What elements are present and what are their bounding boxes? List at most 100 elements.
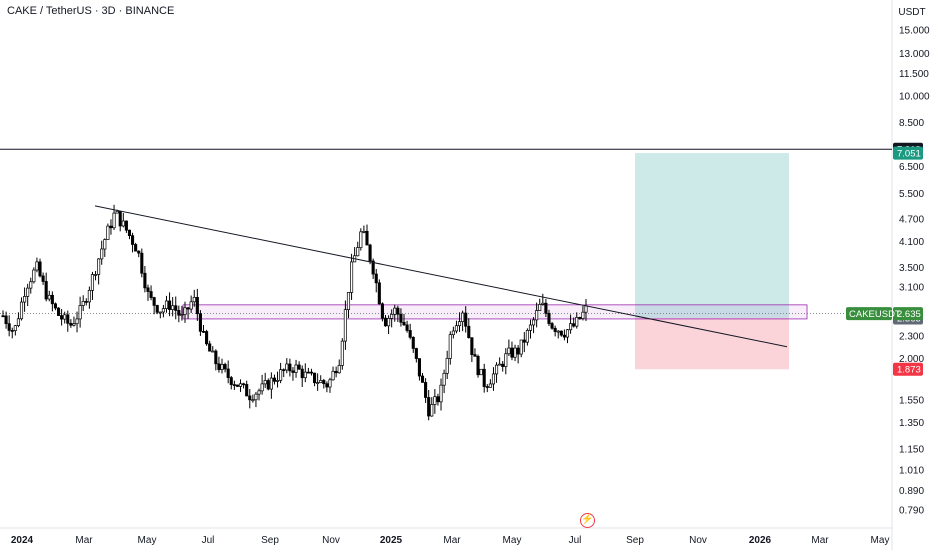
candle-body: [396, 307, 400, 315]
candle-body: [510, 347, 514, 358]
candle-body: [556, 330, 560, 333]
time-axis-tick: May: [871, 535, 890, 546]
candle-body: [84, 301, 88, 303]
candle-body: [362, 230, 366, 233]
candle-body: [127, 229, 132, 236]
stop-price-tag-bg: [893, 362, 923, 376]
candle-body: [476, 355, 480, 376]
candle-body: [572, 323, 576, 327]
candle-body: [220, 364, 224, 370]
candle-body: [522, 339, 526, 343]
price-axis-tick: 2.000: [899, 354, 924, 365]
price-axis-tick: 1.150: [899, 444, 924, 455]
candle-body: [87, 289, 91, 303]
candle-body: [279, 369, 283, 381]
candle-body: [13, 325, 17, 331]
candle-body: [235, 384, 239, 387]
candle-body: [29, 281, 33, 289]
candle-body: [322, 380, 326, 385]
candle-body: [229, 377, 233, 385]
candle-body: [4, 315, 8, 325]
price-axis-tick: 4.700: [899, 215, 924, 226]
candle-body: [38, 261, 42, 277]
candle-body: [195, 296, 199, 315]
candle-body: [498, 363, 502, 366]
stop-zone: [635, 317, 789, 370]
candle-body: [488, 383, 492, 388]
price-axis-tick: 0.790: [899, 506, 924, 517]
candle-body: [60, 315, 64, 320]
candle-body: [26, 287, 30, 297]
candle-body: [248, 395, 252, 401]
candle-body: [374, 273, 378, 284]
candle-body: [56, 307, 61, 316]
candle-body: [337, 365, 341, 374]
candle-body: [90, 274, 95, 291]
lightning-icon[interactable]: ⚡: [580, 513, 595, 528]
candle-body: [198, 313, 202, 332]
stop-price-tag-value: 1.873: [897, 365, 921, 376]
candle-body: [177, 310, 181, 316]
candle-body: [377, 282, 381, 305]
range-box: [182, 304, 808, 320]
candle-body: [535, 310, 539, 321]
symbol-title[interactable]: CAKE / TetherUS · 3D · BINANCE: [7, 5, 175, 17]
time-axis-tick: 2024: [11, 535, 34, 546]
candle-body: [183, 307, 187, 315]
candle-body: [158, 311, 162, 314]
time-axis-tick: Mar: [75, 535, 93, 546]
candle-body: [448, 334, 452, 359]
candle-body: [137, 250, 141, 254]
candle-body: [186, 307, 190, 310]
candle-body: [482, 368, 486, 387]
candle-body: [192, 296, 196, 303]
candle-body: [242, 383, 246, 386]
candle-body: [442, 372, 446, 386]
candle-body: [78, 305, 82, 320]
price-axis-tick: 10.000: [899, 92, 930, 103]
candle-body: [516, 347, 520, 355]
candle-body: [414, 348, 418, 359]
candle-body: [291, 370, 295, 373]
candle-body: [343, 309, 347, 342]
candle-body: [581, 311, 585, 319]
time-axis-tick: Sep: [626, 535, 644, 546]
candle-body: [436, 396, 440, 403]
candle-body: [69, 323, 73, 326]
time-axis-tick: May: [138, 535, 157, 546]
candle-body: [578, 317, 582, 319]
candle-body: [371, 260, 375, 275]
candle-body: [328, 379, 332, 388]
candle-body: [464, 312, 468, 327]
time-axis-tick: Nov: [689, 535, 707, 546]
candle-body: [180, 314, 184, 316]
candle-body: [457, 321, 462, 327]
candle-body: [380, 303, 384, 319]
candle-body: [266, 380, 270, 390]
candle-body: [282, 369, 286, 372]
candle-body: [507, 347, 511, 355]
candle-body: [53, 303, 57, 309]
candle-body: [313, 372, 317, 384]
candle-body: [411, 336, 415, 349]
candle-body: [553, 327, 557, 332]
candle-body: [146, 287, 150, 292]
candle-body: [226, 368, 230, 378]
candle-body: [451, 330, 455, 335]
candle-body: [399, 313, 403, 323]
candle-body: [81, 301, 85, 306]
candle-body: [161, 308, 165, 313]
candle-body: [538, 304, 542, 311]
target-price-tag: 7.051: [893, 146, 923, 160]
candle-body: [75, 318, 79, 325]
time-axis-tick: Sep: [261, 535, 279, 546]
candle-body: [467, 325, 471, 338]
price-axis-tick: 3.500: [899, 263, 924, 274]
price-axis-currency: USDT: [898, 7, 925, 18]
candle-body: [430, 404, 434, 417]
candle-body: [93, 274, 98, 276]
candle-body: [201, 330, 206, 333]
target-price-tag-value: 7.051: [897, 149, 921, 160]
